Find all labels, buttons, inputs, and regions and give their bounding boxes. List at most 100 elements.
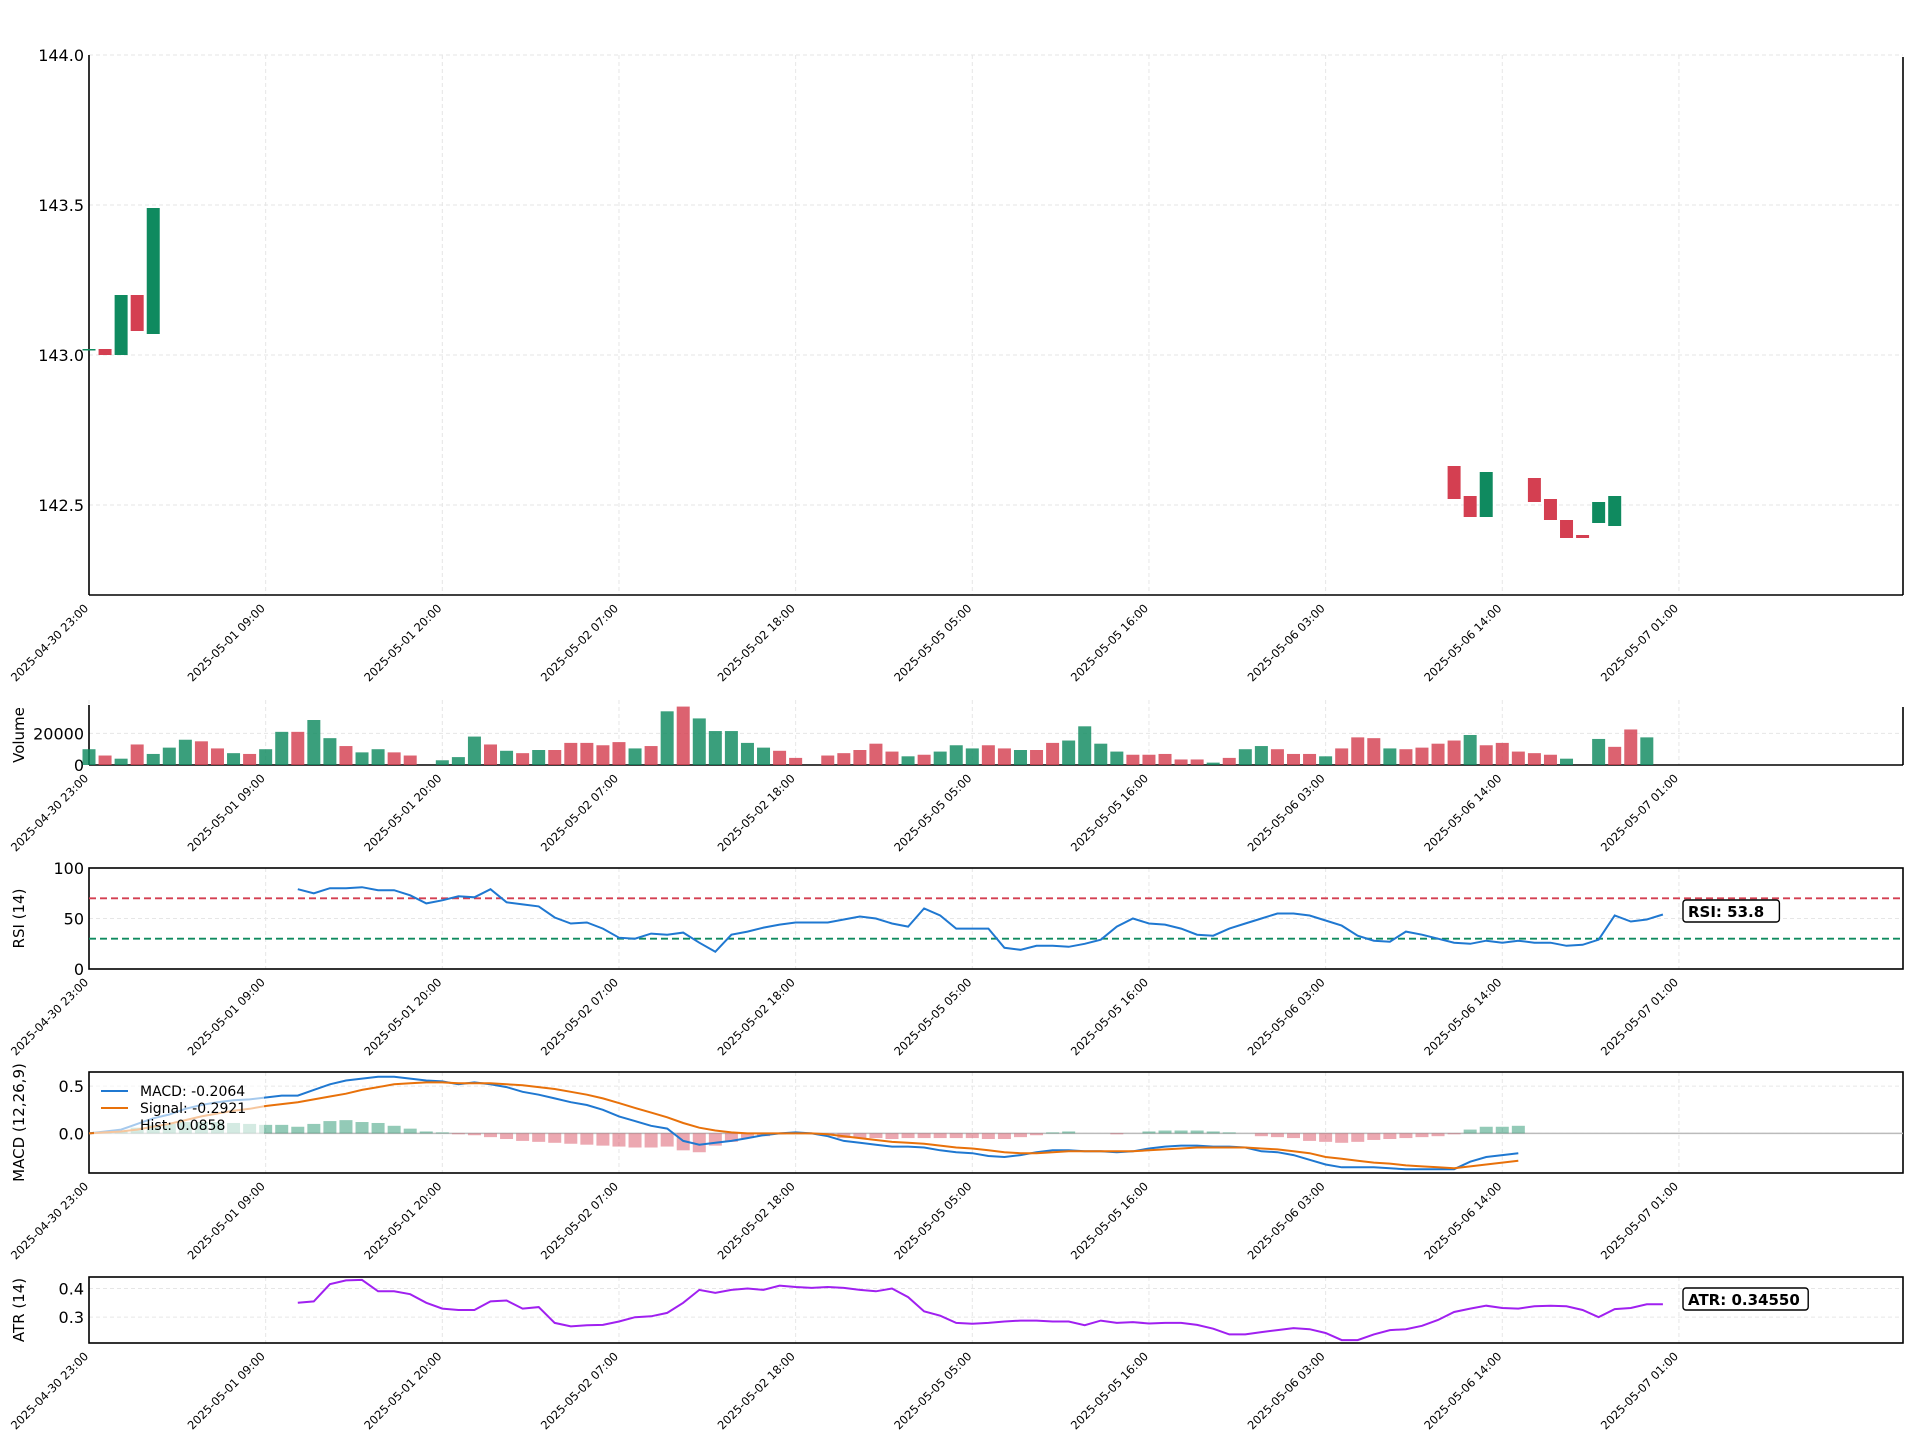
candle-down — [1447, 466, 1461, 499]
volume-bar — [1367, 738, 1381, 765]
x-tick-label: 2025-04-30 23:00 — [8, 1349, 91, 1432]
macd-histogram-bar — [1030, 1133, 1044, 1136]
y-tick-label: 143.0 — [38, 346, 84, 365]
x-tick-label: 2025-05-05 16:00 — [1068, 601, 1151, 684]
macd-histogram-bar — [1174, 1130, 1188, 1134]
macd-histogram-bar — [965, 1133, 979, 1139]
macd-line — [88, 1075, 1519, 1171]
macd-histogram-bar — [724, 1133, 738, 1142]
macd-histogram-bar — [1142, 1131, 1156, 1134]
macd-histogram-bar — [1479, 1126, 1493, 1134]
value-badge-box — [1682, 899, 1781, 923]
volume-bar — [676, 706, 690, 765]
x-tick-label: 2025-05-07 01:00 — [1598, 975, 1681, 1058]
x-tick-label: 2025-05-06 14:00 — [1421, 1349, 1504, 1432]
volume-bar — [1351, 737, 1365, 765]
macd-histogram-bar — [387, 1125, 401, 1134]
macd-histogram-bar — [532, 1133, 546, 1142]
macd-histogram-bar — [660, 1133, 674, 1147]
macd-histogram-bar — [339, 1120, 353, 1134]
volume-bar — [1046, 742, 1060, 765]
macd-histogram-bar — [564, 1133, 578, 1144]
volume-bar — [210, 748, 224, 765]
volume-bar — [1399, 749, 1413, 765]
x-tick-label: 2025-04-30 23:00 — [8, 601, 91, 684]
x-tick-label: 2025-05-02 18:00 — [715, 771, 798, 854]
x-tick-label: 2025-05-01 20:00 — [361, 601, 444, 684]
volume-bar — [1608, 746, 1622, 765]
volume-bar — [1640, 737, 1654, 765]
y-axis-label: RSI (14) — [10, 889, 28, 949]
x-tick-label: 2025-05-06 14:00 — [1421, 601, 1504, 684]
rsi-line — [297, 886, 1664, 954]
volume-bar — [387, 752, 401, 765]
volume-bar — [1222, 757, 1236, 765]
volume-bar — [644, 746, 658, 765]
x-tick-label: 2025-05-06 03:00 — [1245, 771, 1328, 854]
volume-bar — [1062, 740, 1076, 765]
volume-bar — [1624, 729, 1638, 765]
volume-panel: 0 20000 2025-04-30 23:00 2025-05-01 09:00 20… — [8, 700, 1904, 854]
volume-bar — [612, 742, 626, 765]
candle-up — [1479, 472, 1493, 517]
volume-bar — [162, 747, 176, 765]
x-tick-label: 2025-05-05 05:00 — [891, 975, 974, 1058]
candle-down — [1463, 496, 1477, 517]
macd-histogram-bar — [740, 1133, 754, 1139]
volume-bar — [949, 745, 963, 765]
candle-up — [114, 295, 128, 355]
candle-up — [146, 208, 160, 334]
volume-bar — [484, 744, 497, 765]
volume-bar — [997, 748, 1011, 765]
x-tick-label: 2025-05-01 20:00 — [361, 1349, 444, 1432]
macd-histogram-bar — [259, 1124, 273, 1134]
x-tick-label: 2025-05-07 01:00 — [1598, 1179, 1681, 1262]
x-tick-label: 2025-05-05 05:00 — [891, 601, 974, 684]
volume-bar — [580, 742, 594, 765]
volume-bar — [1479, 745, 1493, 765]
macd-histogram-bar — [917, 1133, 931, 1139]
x-tick-label: 2025-05-02 18:00 — [715, 1179, 798, 1262]
volume-bar — [130, 744, 144, 765]
x-tick-label: 2025-05-06 03:00 — [1245, 1349, 1328, 1432]
x-tick-label: 2025-05-07 01:00 — [1598, 771, 1681, 854]
macd-histogram-bar — [901, 1133, 915, 1139]
x-tick-label: 2025-05-01 09:00 — [185, 601, 268, 684]
macd-histogram-bar — [885, 1133, 899, 1140]
macd-histogram-bar — [275, 1124, 289, 1134]
volume-bar — [1511, 751, 1525, 765]
macd-histogram-bar — [1367, 1133, 1381, 1140]
volume-bar — [548, 750, 562, 765]
y-axis-label: ATR (14) — [10, 1278, 28, 1342]
signal-line — [88, 1081, 1519, 1170]
volume-bar — [1174, 759, 1188, 765]
macd-histogram-bar — [371, 1122, 385, 1134]
volume-bar — [1431, 743, 1445, 765]
volume-bar — [532, 750, 546, 765]
macd-histogram-bar — [435, 1132, 449, 1134]
plot-frame — [88, 1071, 1904, 1174]
y-tick-label: 0.3 — [59, 1308, 84, 1327]
price-panel: 142.5 143.0 143.5 144.0 2025-04-30 23:00 2025… — [8, 46, 1904, 684]
volume-bar — [307, 720, 321, 765]
x-tick-label: 2025-05-02 18:00 — [715, 975, 798, 1058]
macd-histogram-bar — [419, 1131, 433, 1134]
volume-bar — [1447, 740, 1461, 765]
volume-bar — [1463, 735, 1477, 765]
x-tick-label: 2025-05-02 18:00 — [715, 1349, 798, 1432]
macd-histogram-bar — [1287, 1133, 1300, 1139]
macd-histogram-bar — [1431, 1133, 1445, 1137]
x-tick-label: 2025-05-01 09:00 — [185, 975, 268, 1058]
x-tick-label: 2025-05-06 03:00 — [1245, 1179, 1328, 1262]
volume-bar — [1592, 738, 1606, 765]
volume-bar — [917, 754, 931, 765]
volume-bar — [259, 749, 273, 765]
volume-bar — [1110, 751, 1124, 765]
volume-bar — [1013, 750, 1027, 765]
macd-histogram-bar — [1046, 1132, 1060, 1134]
macd-histogram-bar — [933, 1133, 947, 1139]
volume-bar — [467, 736, 481, 765]
candle-up — [1608, 496, 1622, 526]
macd-histogram-bar — [1447, 1133, 1461, 1135]
x-tick-label: 2025-05-05 05:00 — [891, 1349, 974, 1432]
